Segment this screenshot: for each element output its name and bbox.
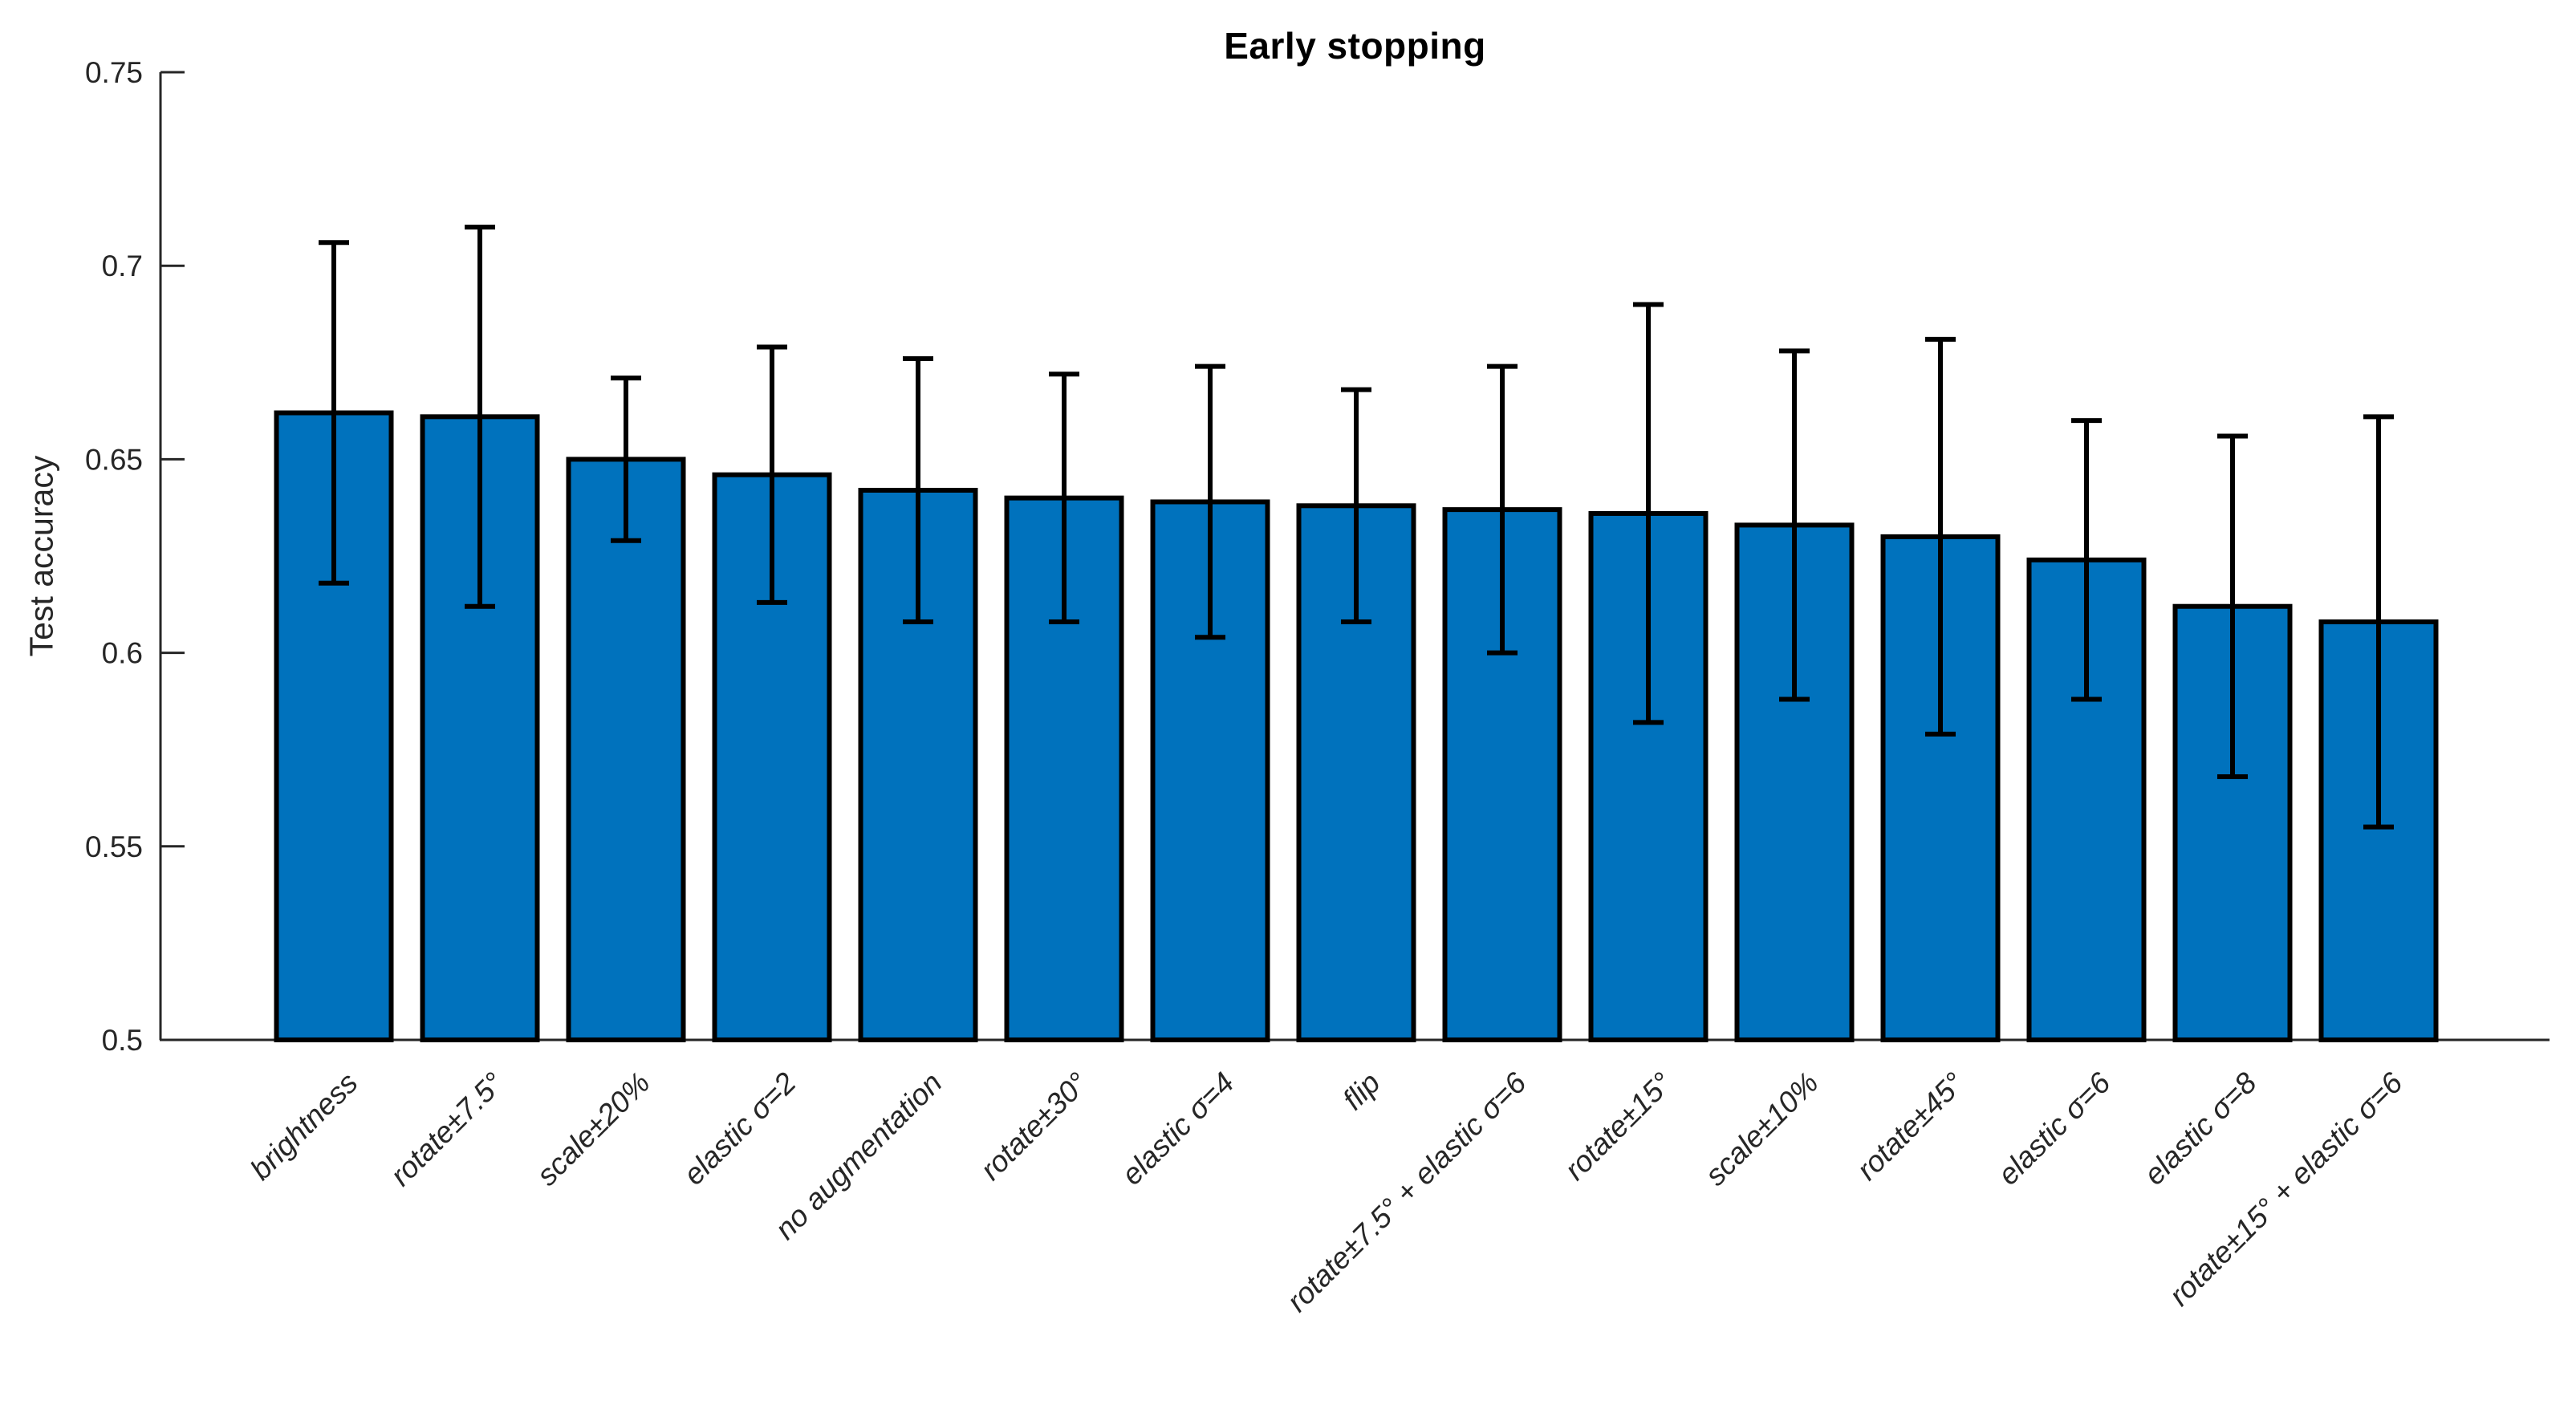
error-bars bbox=[319, 224, 2394, 830]
x-tick-label: scale±10% bbox=[1699, 1066, 1825, 1192]
error-bar bbox=[319, 240, 349, 586]
bar bbox=[566, 457, 686, 1042]
x-tick-label: rotate±45° bbox=[1851, 1066, 1971, 1187]
error-bar bbox=[2363, 414, 2394, 830]
error-bar bbox=[465, 224, 495, 609]
y-tick-label: 0.65 bbox=[85, 443, 143, 476]
x-tick-label: flip bbox=[1336, 1066, 1386, 1116]
y-tick-label: 0.7 bbox=[102, 250, 143, 282]
error-bar bbox=[1341, 387, 1371, 625]
error-bar bbox=[1195, 363, 1225, 640]
x-tick-label: rotate±7.5° bbox=[384, 1066, 510, 1192]
y-tick-label: 0.75 bbox=[85, 56, 143, 89]
x-tick-labels: brightness rotate±7.5° scale±20% elastic σ=… bbox=[244, 1066, 2409, 1318]
y-tick-label: 0.55 bbox=[85, 830, 143, 863]
error-bar bbox=[2217, 433, 2248, 779]
x-tick-label: scale±20% bbox=[530, 1066, 656, 1192]
x-tick-label: brightness bbox=[244, 1066, 364, 1187]
error-bar bbox=[1779, 348, 1810, 702]
error-bar bbox=[1925, 336, 1956, 737]
y-tick-labels: 0.5 0.55 0.6 0.65 0.7 0.75 bbox=[85, 56, 143, 1057]
y-tick-label: 0.6 bbox=[102, 637, 143, 670]
chart-title: Early stopping bbox=[1224, 25, 1486, 67]
x-tick-label: rotate±7.5° + elastic σ=6 bbox=[1281, 1066, 1533, 1318]
x-tick-label: rotate±15° + elastic σ=6 bbox=[2163, 1066, 2409, 1312]
x-tick-label: elastic σ=2 bbox=[677, 1066, 802, 1191]
error-bar bbox=[611, 376, 641, 543]
x-tick-label: rotate±15° bbox=[1558, 1066, 1679, 1187]
error-bar bbox=[1487, 363, 1518, 656]
error-bar bbox=[1633, 302, 1664, 725]
error-bar bbox=[757, 344, 787, 605]
error-bar bbox=[2071, 418, 2102, 702]
x-tick-label: rotate±30° bbox=[974, 1066, 1095, 1187]
x-tick-label: elastic σ=4 bbox=[1115, 1066, 1241, 1192]
y-tick-label: 0.5 bbox=[102, 1024, 143, 1057]
x-tick-label: elastic σ=6 bbox=[1992, 1066, 2117, 1191]
x-tick-label: elastic σ=8 bbox=[2138, 1066, 2263, 1191]
error-bar bbox=[903, 355, 933, 625]
error-bar bbox=[1049, 372, 1079, 625]
y-axis-label: Test accuracy bbox=[22, 455, 60, 657]
